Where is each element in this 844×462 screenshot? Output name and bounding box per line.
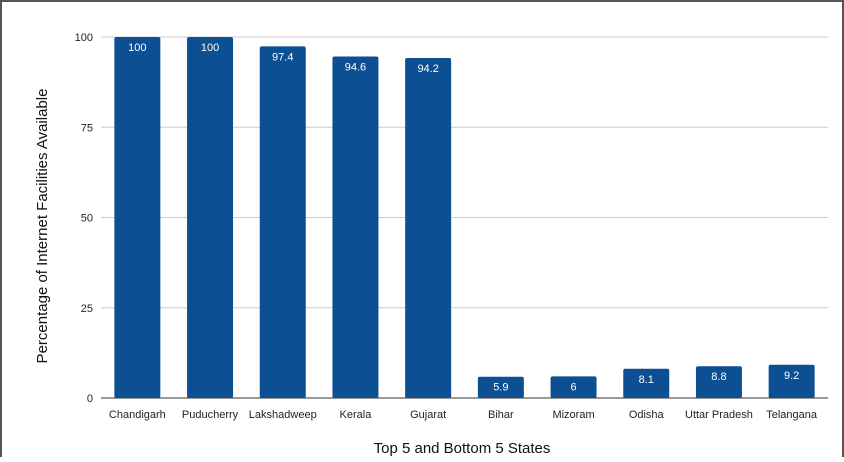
bar: [477, 376, 524, 398]
bar: [259, 46, 306, 399]
y-axis-title: Percentage of Internet Facilities Availa…: [34, 89, 51, 364]
bar: [768, 364, 815, 398]
x-tick-label: Mizoram: [552, 409, 594, 421]
x-tick-labels: Chandigarh Puducherry Lakshadweep Kerala Guj…: [109, 409, 818, 421]
x-tick-label: Telangana: [766, 409, 818, 421]
data-label: 100: [201, 42, 219, 54]
x-tick-label: Lakshadweep: [249, 409, 317, 421]
x-tick-label: Kerala: [340, 409, 373, 421]
x-tick-label: Puducherry: [182, 409, 239, 421]
bar: [187, 37, 234, 398]
y-tick-label: 0: [87, 393, 93, 405]
bar: [405, 57, 452, 399]
bar: [114, 37, 161, 398]
data-label: 5.9: [493, 382, 508, 394]
data-label: 9.2: [784, 370, 799, 382]
data-label: 8.1: [639, 374, 654, 386]
x-tick-label: Chandigarh: [109, 409, 166, 421]
data-label: 94.6: [345, 61, 366, 73]
y-tick-label: 50: [81, 213, 93, 225]
x-tick-label: Gujarat: [410, 409, 446, 421]
bar: [623, 368, 670, 398]
x-tick-label: Uttar Pradesh: [685, 409, 753, 421]
bar: [550, 376, 597, 398]
bars: 100 100 97.4 94.6 94.2 5.9 6 8.1 8.8 9.2: [114, 37, 815, 399]
bar: [332, 56, 379, 399]
data-label: 100: [128, 42, 146, 54]
y-tick-labels: 0 25 50 75 100: [75, 32, 93, 405]
y-tick-label: 75: [81, 122, 93, 134]
x-tick-label: Bihar: [488, 409, 514, 421]
data-label: 94.2: [417, 63, 438, 75]
y-tick-label: 100: [75, 32, 93, 44]
y-tick-label: 25: [81, 303, 93, 315]
data-label: 6: [570, 381, 576, 393]
x-tick-label: Odisha: [629, 409, 665, 421]
x-axis-title: Top 5 and Bottom 5 States: [374, 440, 551, 457]
data-label: 8.8: [711, 371, 726, 383]
bar: [695, 366, 742, 398]
data-label: 97.4: [272, 51, 293, 63]
